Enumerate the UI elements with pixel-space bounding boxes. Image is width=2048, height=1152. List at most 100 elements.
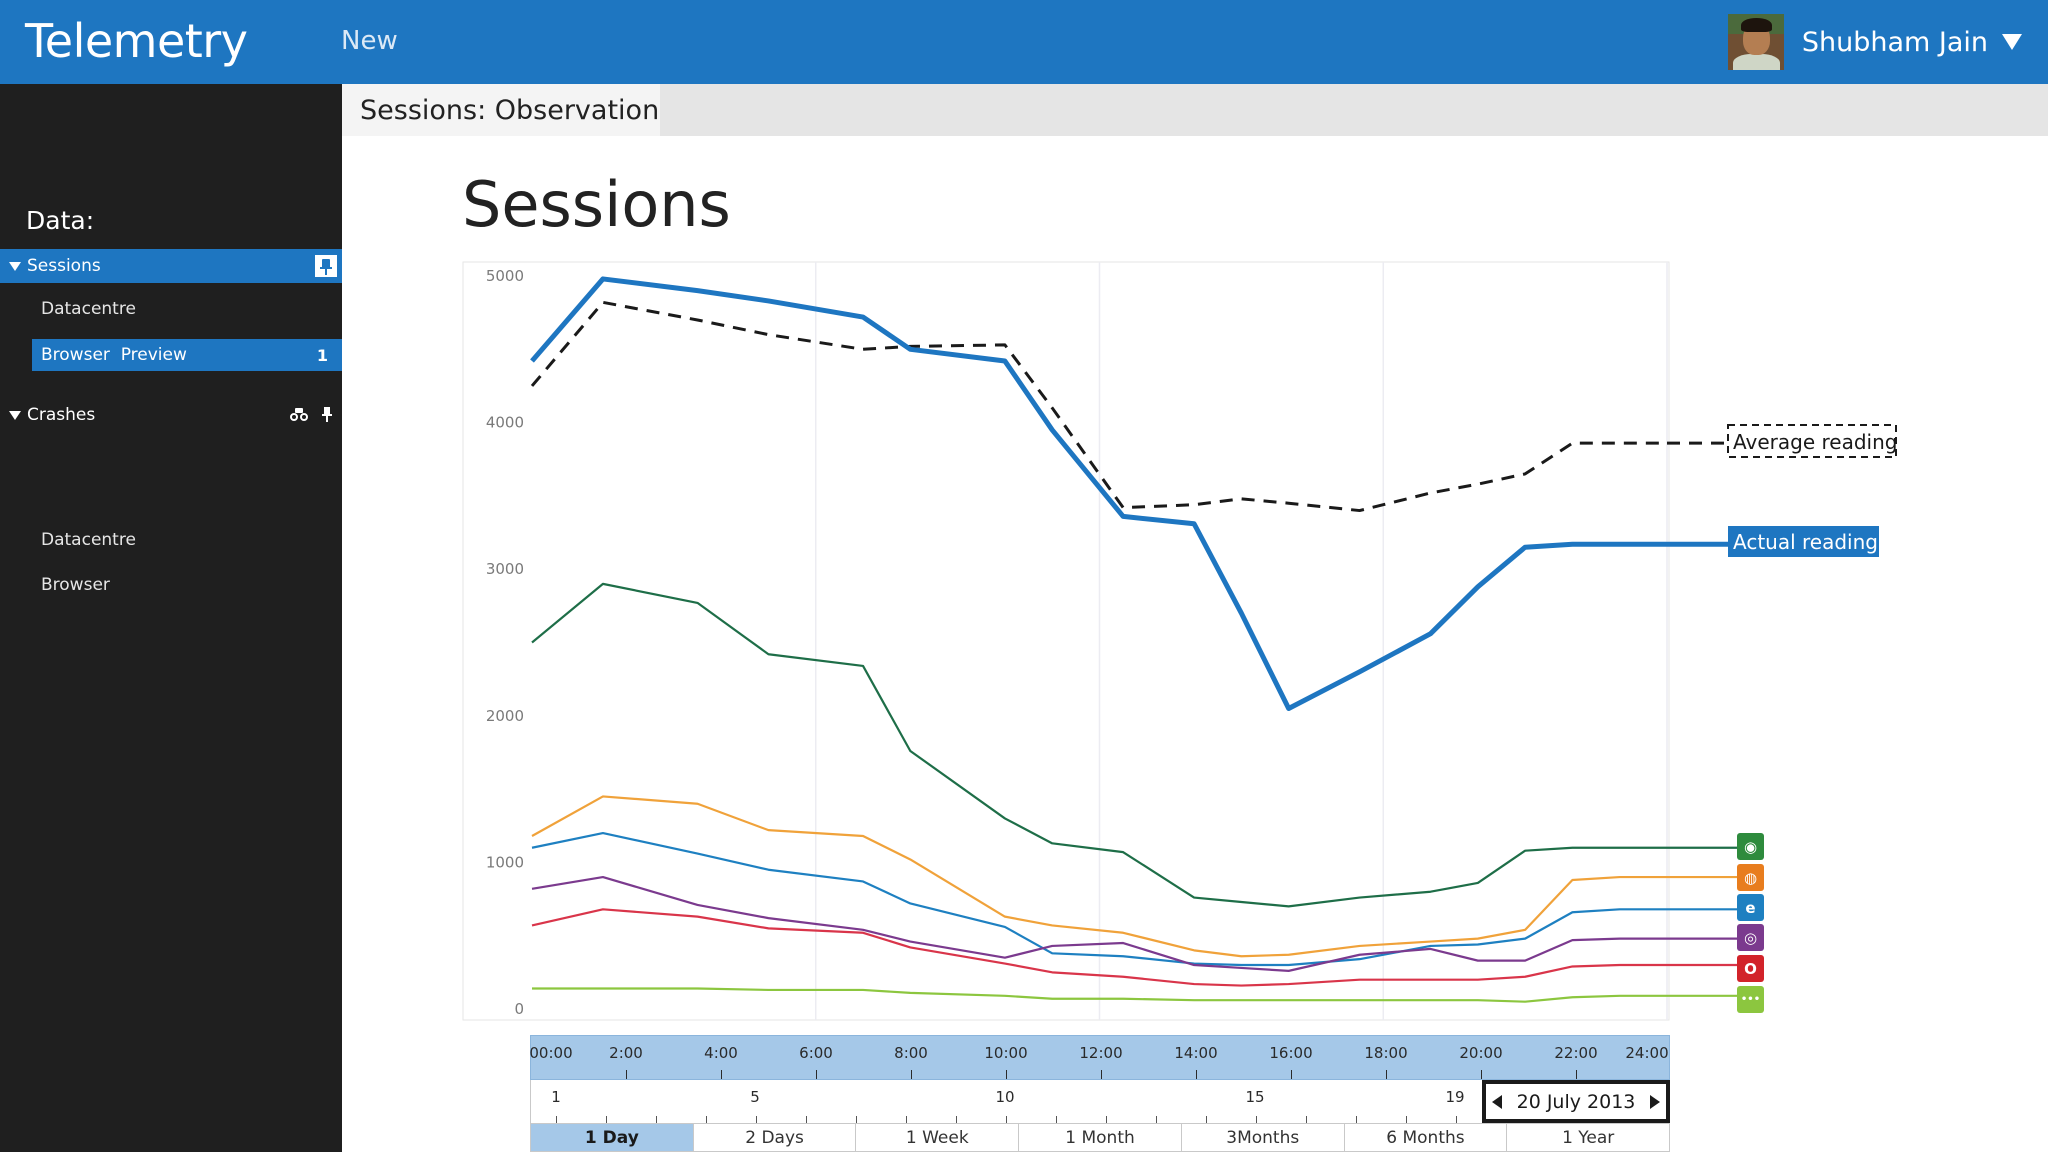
y-tick-label: 1000 (486, 853, 524, 871)
sidebar-item-crashes[interactable]: Crashes (0, 398, 342, 432)
day-tick (1406, 1116, 1407, 1123)
range-tab-1-month[interactable]: 1 Month (1019, 1124, 1182, 1151)
timeline: 00:00 2:00 4:00 6:00 8:00 10:00 12:00 14:00 16:0… (529, 1035, 1670, 1152)
more-browsers-icon[interactable]: ••• (1737, 986, 1764, 1013)
average-reading-legend-box (1727, 424, 1897, 458)
browser-series-line-5 (531, 875, 1667, 972)
pin-icon[interactable] (322, 407, 332, 423)
previous-date-icon[interactable] (1492, 1094, 1502, 1109)
range-tab-3months[interactable]: 3Months (1182, 1124, 1345, 1151)
new-button[interactable]: New (341, 26, 398, 56)
range-tabs: 1 Day 2 Days 1 Week 1 Month 3Months 6 Months 1… (530, 1123, 1670, 1152)
hour-tick (721, 1070, 722, 1079)
y-tick-label: 3000 (486, 560, 524, 578)
tor-icon[interactable]: ◎ (1737, 924, 1764, 951)
sidebar: Data: Sessions Datacentre Browser Previe… (0, 84, 342, 1152)
sidebar-item-label: Sessions (27, 256, 101, 276)
average-reading-legend: Average reading (1733, 430, 1897, 454)
pin-icon[interactable] (315, 255, 337, 277)
hour-tick (911, 1070, 912, 1079)
sidebar-item-crashes-browser[interactable]: Browser (32, 569, 342, 601)
hour-label: 10:00 (984, 1044, 1028, 1062)
range-tab-1-day[interactable]: 1 Day (531, 1124, 694, 1151)
top-bar: Telemetry New Shubham Jain (0, 0, 2048, 84)
binoculars-icon[interactable] (290, 408, 308, 422)
day-label: 5 (750, 1088, 760, 1106)
sidebar-item-sessions[interactable]: Sessions (0, 249, 342, 283)
day-tick (1306, 1116, 1307, 1123)
expand-triangle-icon[interactable] (9, 410, 21, 420)
range-tab-6-months[interactable]: 6 Months (1345, 1124, 1508, 1151)
avatar[interactable] (1727, 14, 1784, 70)
day-tick (706, 1116, 707, 1123)
day-tick (1206, 1116, 1207, 1123)
sidebar-item-label: Browser (41, 575, 110, 595)
hour-tick (1481, 1070, 1482, 1079)
user-menu[interactable]: Shubham Jain (1727, 14, 2022, 70)
actual-reading-line (530, 276, 1667, 711)
sidebar-item-label: Datacentre (41, 530, 136, 550)
day-tick (1456, 1116, 1457, 1123)
sidebar-item-sessions-datacentre[interactable]: Datacentre (32, 293, 342, 325)
chrome-icon[interactable]: ◉ (1737, 833, 1764, 860)
timeline-hours[interactable]: 00:00 2:00 4:00 6:00 8:00 10:00 12:00 14:00 16:0… (529, 1035, 1670, 1080)
day-tick (1156, 1116, 1157, 1123)
content-tab-bar: Sessions: Observation (342, 84, 2048, 136)
next-date-icon[interactable] (1650, 1094, 1660, 1109)
selected-date: 20 July 2013 (1516, 1090, 1636, 1113)
opera-icon[interactable]: O (1737, 955, 1764, 982)
hour-tick (1576, 1070, 1577, 1079)
browser-series-line-4 (531, 831, 1667, 967)
y-tick-label: 4000 (486, 414, 524, 432)
sidebar-item-label: Browser Preview (41, 345, 187, 365)
tab-sessions-observation[interactable]: Sessions: Observation (342, 84, 660, 136)
timeline-days[interactable]: 1 5 10 15 19 (530, 1080, 1670, 1123)
chart-plot-area (462, 261, 1670, 1021)
average-reading-line (530, 300, 1667, 513)
hour-label: 22:00 (1554, 1044, 1598, 1062)
browser-series-line-3 (531, 795, 1667, 958)
day-tick (806, 1116, 807, 1123)
hour-tick (816, 1070, 817, 1079)
day-tick (1106, 1116, 1107, 1123)
hour-tick (1291, 1070, 1292, 1079)
hour-label: 00:00 (529, 1044, 573, 1062)
ie-icon[interactable]: e (1737, 894, 1764, 921)
browser-series-line-6 (531, 908, 1667, 987)
day-tick (1056, 1116, 1057, 1123)
hour-label: 20:00 (1459, 1044, 1503, 1062)
hour-label: 6:00 (799, 1044, 833, 1062)
count-badge: 1 (316, 345, 328, 365)
user-name[interactable]: Shubham Jain (1801, 26, 1988, 58)
sidebar-item-crashes-datacentre[interactable]: Datacentre (32, 524, 342, 556)
app-title: Telemetry (25, 14, 248, 68)
hour-label: 16:00 (1269, 1044, 1313, 1062)
range-tab-1-year[interactable]: 1 Year (1562, 1127, 1615, 1148)
date-picker[interactable]: 20 July 2013 (1482, 1080, 1670, 1123)
day-tick (606, 1116, 607, 1123)
y-tick-label: 0 (514, 1000, 524, 1018)
firefox-icon[interactable]: ◍ (1737, 864, 1764, 891)
range-tab-2-days[interactable]: 2 Days (694, 1124, 857, 1151)
y-tick-label: 5000 (486, 267, 524, 285)
hour-label: 12:00 (1079, 1044, 1123, 1062)
hour-tick (1101, 1070, 1102, 1079)
actual-reading-legend: Actual reading (1733, 530, 1878, 554)
day-tick (906, 1116, 907, 1123)
chevron-down-icon[interactable] (2002, 34, 2022, 50)
hour-tick (1196, 1070, 1197, 1079)
sidebar-heading: Data: (26, 206, 95, 235)
day-label: 1 (551, 1088, 561, 1106)
expand-triangle-icon[interactable] (9, 261, 21, 271)
hour-label: 18:00 (1364, 1044, 1408, 1062)
y-tick-label: 2000 (486, 707, 524, 725)
day-tick (856, 1116, 857, 1123)
hour-tick (626, 1070, 627, 1079)
day-tick (1356, 1116, 1357, 1123)
sidebar-item-browser-preview[interactable]: Browser Preview 1 (32, 339, 342, 371)
range-tab-1-week[interactable]: 1 Week (856, 1124, 1020, 1151)
day-tick (1256, 1116, 1257, 1123)
hour-label: 2:00 (609, 1044, 643, 1062)
hour-label: 4:00 (704, 1044, 738, 1062)
